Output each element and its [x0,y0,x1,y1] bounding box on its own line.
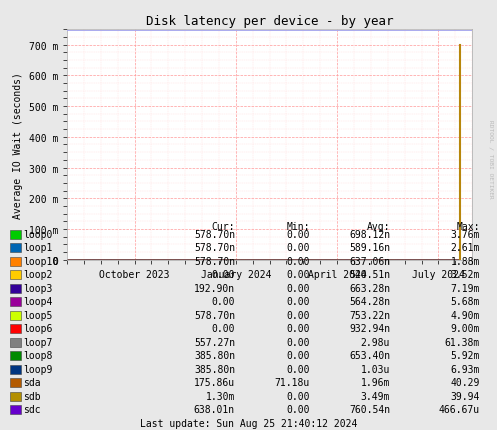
Text: 192.90n: 192.90n [194,283,235,293]
Text: 466.67u: 466.67u [439,405,480,415]
Text: loop7: loop7 [23,337,53,347]
Text: 638.01n: 638.01n [194,405,235,415]
Text: loop9: loop9 [23,364,53,374]
Text: 760.54n: 760.54n [349,405,390,415]
Text: 4.90m: 4.90m [451,310,480,320]
Text: Cur:: Cur: [212,221,235,231]
Text: 385.80n: 385.80n [194,351,235,361]
Text: 3.76m: 3.76m [451,230,480,240]
Text: 1.96m: 1.96m [361,378,390,387]
Text: 6.93m: 6.93m [451,364,480,374]
Text: RDTOOL / TOBI OETIKER: RDTOOL / TOBI OETIKER [489,120,494,198]
Text: 0.00: 0.00 [286,230,310,240]
Text: 0.00: 0.00 [286,337,310,347]
Text: Min:: Min: [286,221,310,231]
Text: 3.52m: 3.52m [451,270,480,280]
Text: 0.00: 0.00 [286,324,310,334]
Text: 0.00: 0.00 [286,270,310,280]
Text: 578.70n: 578.70n [194,243,235,253]
Text: loop4: loop4 [23,297,53,307]
Text: loop0: loop0 [23,230,53,240]
Text: 0.00: 0.00 [286,391,310,401]
Text: 0.00: 0.00 [286,283,310,293]
Text: 61.38m: 61.38m [445,337,480,347]
Text: 753.22n: 753.22n [349,310,390,320]
Text: loop3: loop3 [23,283,53,293]
Text: 0.00: 0.00 [286,351,310,361]
Text: 653.40n: 653.40n [349,351,390,361]
Text: 932.94n: 932.94n [349,324,390,334]
Text: 557.27n: 557.27n [194,337,235,347]
Text: loop5: loop5 [23,310,53,320]
Text: 71.18u: 71.18u [275,378,310,387]
Text: 0.00: 0.00 [286,364,310,374]
Text: 564.28n: 564.28n [349,297,390,307]
Text: Last update: Sun Aug 25 21:40:12 2024: Last update: Sun Aug 25 21:40:12 2024 [140,418,357,428]
Text: 2.61m: 2.61m [451,243,480,253]
Text: 39.94: 39.94 [451,391,480,401]
Text: 0.00: 0.00 [212,324,235,334]
Text: 5.68m: 5.68m [451,297,480,307]
Text: 578.70n: 578.70n [194,310,235,320]
Text: 2.98u: 2.98u [361,337,390,347]
Text: 663.28n: 663.28n [349,283,390,293]
Text: loop6: loop6 [23,324,53,334]
Text: Max:: Max: [457,221,480,231]
Text: 578.70n: 578.70n [194,230,235,240]
Text: 0.00: 0.00 [286,243,310,253]
Text: 1.88m: 1.88m [451,256,480,266]
Text: 385.80n: 385.80n [194,364,235,374]
Text: 0.00: 0.00 [286,405,310,415]
Text: 0.00: 0.00 [212,270,235,280]
Text: sda: sda [23,378,41,387]
Y-axis label: Average IO Wait (seconds): Average IO Wait (seconds) [13,72,23,218]
Title: Disk latency per device - by year: Disk latency per device - by year [146,15,393,28]
Text: loop2: loop2 [23,270,53,280]
Text: sdc: sdc [23,405,41,415]
Text: loop1: loop1 [23,243,53,253]
Text: 9.00m: 9.00m [451,324,480,334]
Text: 637.06n: 637.06n [349,256,390,266]
Text: 578.70n: 578.70n [194,256,235,266]
Text: 40.29: 40.29 [451,378,480,387]
Text: 589.16n: 589.16n [349,243,390,253]
Text: sdb: sdb [23,391,41,401]
Text: 1.30m: 1.30m [206,391,235,401]
Text: loop8: loop8 [23,351,53,361]
Text: 5.92m: 5.92m [451,351,480,361]
Text: 7.19m: 7.19m [451,283,480,293]
Text: 175.86u: 175.86u [194,378,235,387]
Text: 0.00: 0.00 [286,297,310,307]
Text: 698.12n: 698.12n [349,230,390,240]
Text: 0.00: 0.00 [286,310,310,320]
Text: loop10: loop10 [23,256,59,266]
Text: 3.49m: 3.49m [361,391,390,401]
Text: 0.00: 0.00 [212,297,235,307]
Text: 540.51n: 540.51n [349,270,390,280]
Text: 0.00: 0.00 [286,256,310,266]
Text: 1.03u: 1.03u [361,364,390,374]
Text: Avg:: Avg: [366,221,390,231]
